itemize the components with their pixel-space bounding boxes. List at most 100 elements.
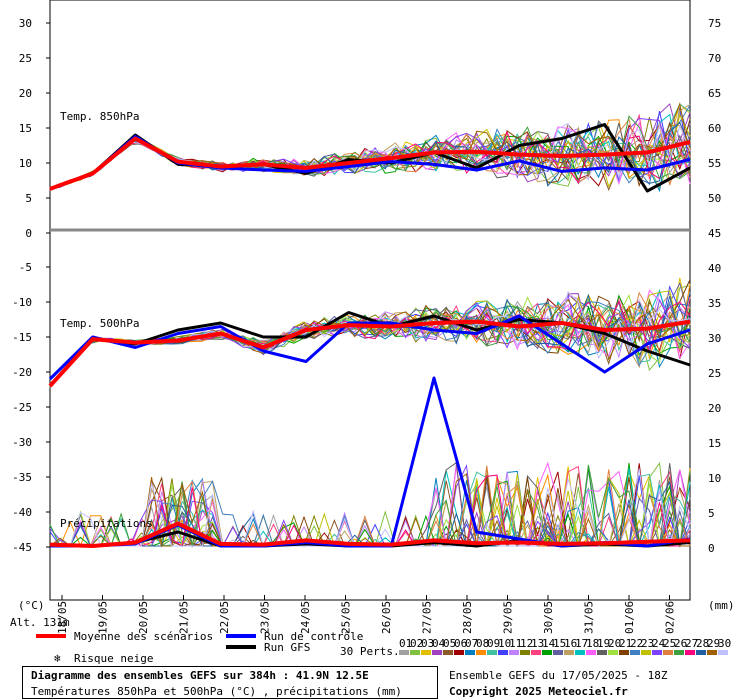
x-tick-label: 25/05 [340, 601, 353, 634]
footer-title-box: Diagramme des ensembles GEFS sur 384h : … [22, 666, 438, 699]
footer-title: Diagramme des ensembles GEFS sur 384h : … [31, 669, 369, 682]
y-tick-label-right: 25 [708, 367, 721, 380]
legend-label-snow: Risque neige [74, 652, 153, 665]
legend-member-label: 30 [718, 637, 731, 650]
y-tick-label-left: 10 [19, 157, 32, 170]
legend-member-swatch [652, 650, 662, 655]
legend-member-label: 02 [410, 637, 423, 650]
y-tick-label-right: 65 [708, 87, 721, 100]
x-tick-label: 21/05 [178, 601, 191, 634]
footer-subtitle: Températures 850hPa et 500hPa (°C) , pré… [31, 685, 402, 698]
y-tick-label-right: 35 [708, 297, 721, 310]
legend-member-swatch [641, 650, 651, 655]
legend-member-label: 22 [630, 637, 643, 650]
y-tick-label-left: 5 [25, 192, 32, 205]
main-series [48, 123, 691, 548]
x-tick-label: 30/05 [542, 601, 555, 634]
left-axis-unit: (°C) [18, 599, 45, 612]
legend-member-swatch [421, 650, 431, 655]
x-tick-label: 29/05 [502, 601, 515, 634]
legend-member-label: 20 [608, 637, 621, 650]
legend-member-swatch [608, 650, 618, 655]
x-tick-label: 01/06 [623, 601, 636, 634]
plot-frames [49, 0, 691, 601]
legend: Moyenne des scénarios Run de contrôleRun … [36, 630, 731, 665]
legend-member-swatch [619, 650, 629, 655]
x-tick-label: 19/05 [97, 601, 110, 634]
legend-member-swatch [509, 650, 519, 655]
legend-member-label: 26 [674, 637, 687, 650]
legend-member-label: 23 [641, 637, 654, 650]
legend-member-swatch [707, 650, 717, 655]
legend-member-swatch [586, 650, 596, 655]
legend-member-label: 18 [586, 637, 599, 650]
legend-member-swatch [498, 650, 508, 655]
legend-member-swatch [685, 650, 695, 655]
legend-member-swatch [696, 650, 706, 655]
legend-label-perts: 30 Perts. [340, 645, 400, 658]
legend-member-swatch [718, 650, 728, 655]
legend-member-label: 10 [498, 637, 511, 650]
x-tick-label: 28/05 [461, 601, 474, 634]
legend-member-label: 14 [542, 637, 556, 650]
legend-member-label: 04 [432, 637, 446, 650]
y-tick-label-right: 60 [708, 122, 721, 135]
legend-member-swatch [564, 650, 574, 655]
legend-member-label: 21 [619, 637, 632, 650]
legend-member-swatch [399, 650, 409, 655]
legend-member-swatch [432, 650, 442, 655]
x-tick-label: 20/05 [137, 601, 150, 634]
y-tick-label-right: 30 [708, 332, 721, 345]
x-tick-label: 26/05 [380, 601, 393, 634]
y-tick-label-left: 20 [19, 87, 32, 100]
altitude-label: Alt. 131m [10, 616, 70, 629]
y-tick-label-left: -25 [12, 401, 32, 414]
legend-member-swatch [454, 650, 464, 655]
y-tick-label-left: -45 [12, 541, 32, 554]
series-line [49, 521, 691, 548]
legend-member-swatch [553, 650, 563, 655]
y-tick-label-left: 25 [19, 52, 32, 65]
legend-member-label: 11 [509, 637, 522, 650]
y-tick-label-right: 10 [708, 472, 721, 485]
legend-member-swatch [542, 650, 552, 655]
legend-label-gfs: Run GFS [264, 641, 310, 654]
x-tick-label: 22/05 [218, 601, 231, 634]
legend-member-label: 29 [707, 637, 720, 650]
panel-title: Temp. 850hPa [60, 110, 139, 123]
y-tick-label-left: -5 [19, 261, 32, 274]
y-tick-label-right: 50 [708, 192, 721, 205]
legend-member-swatch [443, 650, 453, 655]
y-tick-label-right: 5 [708, 507, 715, 520]
legend-member-swatch [674, 650, 684, 655]
legend-label-mean: Moyenne des scénarios [74, 630, 213, 643]
y-tick-label-right: 55 [708, 157, 721, 170]
y-tick-label-left: -10 [12, 296, 32, 309]
y-tick-label-right: 45 [708, 227, 721, 240]
x-tick-label: 27/05 [421, 601, 434, 634]
y-tick-label-right: 0 [708, 542, 715, 555]
legend-member-label: 16 [564, 637, 577, 650]
legend-member-label: 09 [487, 637, 500, 650]
y-tick-label-left: 0 [25, 227, 32, 240]
panel-title: Précipitations [60, 517, 153, 530]
legend-member-label: 15 [553, 637, 566, 650]
plot-frame [49, 0, 691, 601]
legend-member-label: 25 [663, 637, 676, 650]
x-tick-label: 02/06 [664, 601, 677, 634]
y-tick-label-left: -20 [12, 366, 32, 379]
y-tick-label-left: 15 [19, 122, 32, 135]
legend-member-label: 12 [520, 637, 533, 650]
x-tick-label: 23/05 [259, 601, 272, 634]
y-tick-label-right: 20 [708, 402, 721, 415]
legend-member-label: 13 [531, 637, 544, 650]
y-tick-label-right: 40 [708, 262, 721, 275]
legend-member-label: 08 [476, 637, 489, 650]
legend-member-swatch [476, 650, 486, 655]
y-tick-label-left: 30 [19, 17, 32, 30]
x-tick-label: 31/05 [583, 601, 596, 634]
legend-member-swatch [520, 650, 530, 655]
snowflake-icon: ❄ [54, 652, 61, 665]
legend-member-label: 03 [421, 637, 434, 650]
